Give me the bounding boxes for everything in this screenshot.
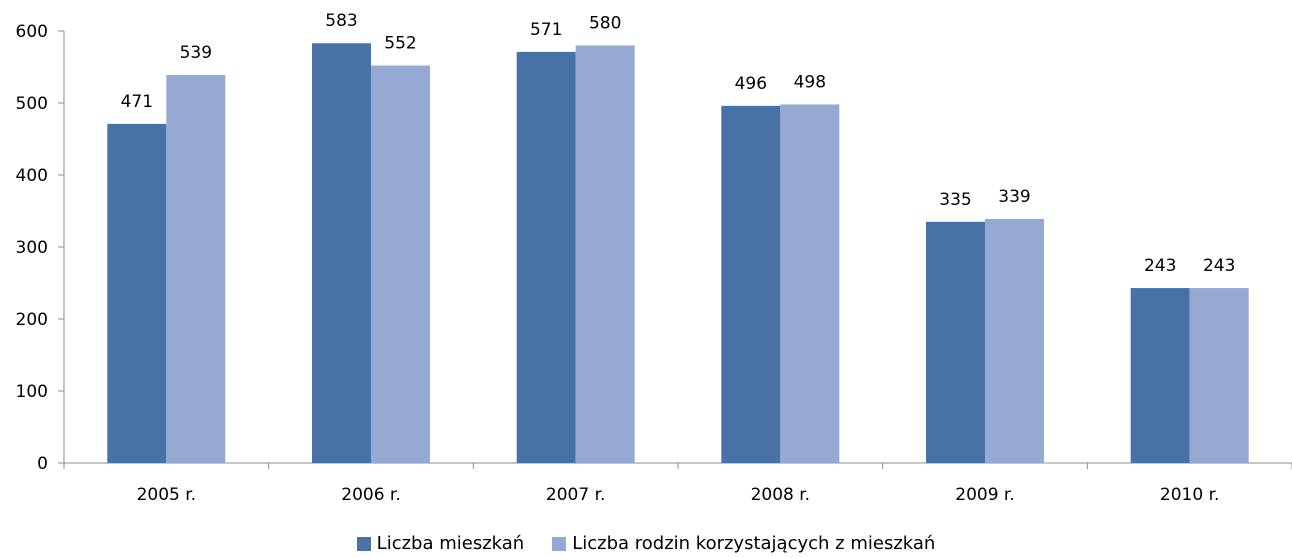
y-tick-label: 600 <box>16 22 48 42</box>
data-label-series-2: 580 <box>589 13 621 33</box>
bar-series-2 <box>1189 288 1249 463</box>
legend-swatch-series-2 <box>552 536 567 551</box>
bar-series-1 <box>516 51 576 463</box>
data-label-series-1: 471 <box>121 92 153 112</box>
bar-series-2 <box>371 65 430 463</box>
y-tick-label: 500 <box>16 94 48 114</box>
x-tick-label: 2009 r. <box>955 485 1015 505</box>
legend-label-series-2: Liczba rodzin korzystających z mieszkań <box>572 533 936 554</box>
axes: 0 100 200 300 400 500 600 2005 r. 2006 r. 2007 r.… <box>16 22 1292 505</box>
data-label-series-2: 339 <box>998 187 1030 207</box>
legend: Liczba mieszkań Liczba rodzin korzystają… <box>0 533 1292 554</box>
bar-series-1 <box>312 43 371 464</box>
y-tick-label: 0 <box>37 454 48 474</box>
bar-series-2 <box>575 45 635 464</box>
bars <box>107 43 1249 464</box>
data-label-series-2: 498 <box>794 72 826 92</box>
data-label-series-1: 583 <box>325 11 357 31</box>
bar-series-1 <box>1130 288 1190 463</box>
data-label-series-1: 496 <box>735 74 767 94</box>
data-label-series-2: 243 <box>1203 256 1235 276</box>
y-tick-label: 200 <box>16 310 48 330</box>
legend-label-series-1: Liczba mieszkań <box>376 533 525 554</box>
bar-series-1 <box>926 221 985 463</box>
data-label-series-1: 243 <box>1144 256 1176 276</box>
bar-series-1 <box>107 123 167 463</box>
bar-series-2 <box>166 74 226 464</box>
bar-series-2 <box>985 218 1044 463</box>
legend-item-series-1: Liczba mieszkań <box>356 533 525 554</box>
data-label-series-2: 552 <box>384 34 416 54</box>
x-tick-label: 2008 r. <box>751 485 811 505</box>
data-label-series-1: 571 <box>530 20 562 40</box>
x-tick-label: 2010 r. <box>1160 485 1220 505</box>
data-label-series-2: 539 <box>180 43 212 63</box>
bar-series-2 <box>780 104 840 463</box>
data-labels: 471 583 571 496 335 243 539 552 580 498 339 243 <box>121 11 1236 276</box>
y-tick-label: 300 <box>16 238 48 258</box>
legend-item-series-2: Liczba rodzin korzystających z mieszkań <box>552 533 935 554</box>
y-tick-label: 100 <box>16 382 48 402</box>
y-tick-label: 400 <box>16 166 48 186</box>
x-tick-label: 2007 r. <box>546 485 606 505</box>
bar-series-1 <box>721 105 781 463</box>
legend-swatch-series-1 <box>356 536 371 551</box>
bar-chart: 0 100 200 300 400 500 600 2005 r. 2006 r. 2007 r.… <box>16 11 1292 505</box>
x-tick-label: 2005 r. <box>137 485 197 505</box>
x-tick-label: 2006 r. <box>341 485 401 505</box>
data-label-series-1: 335 <box>939 190 971 210</box>
